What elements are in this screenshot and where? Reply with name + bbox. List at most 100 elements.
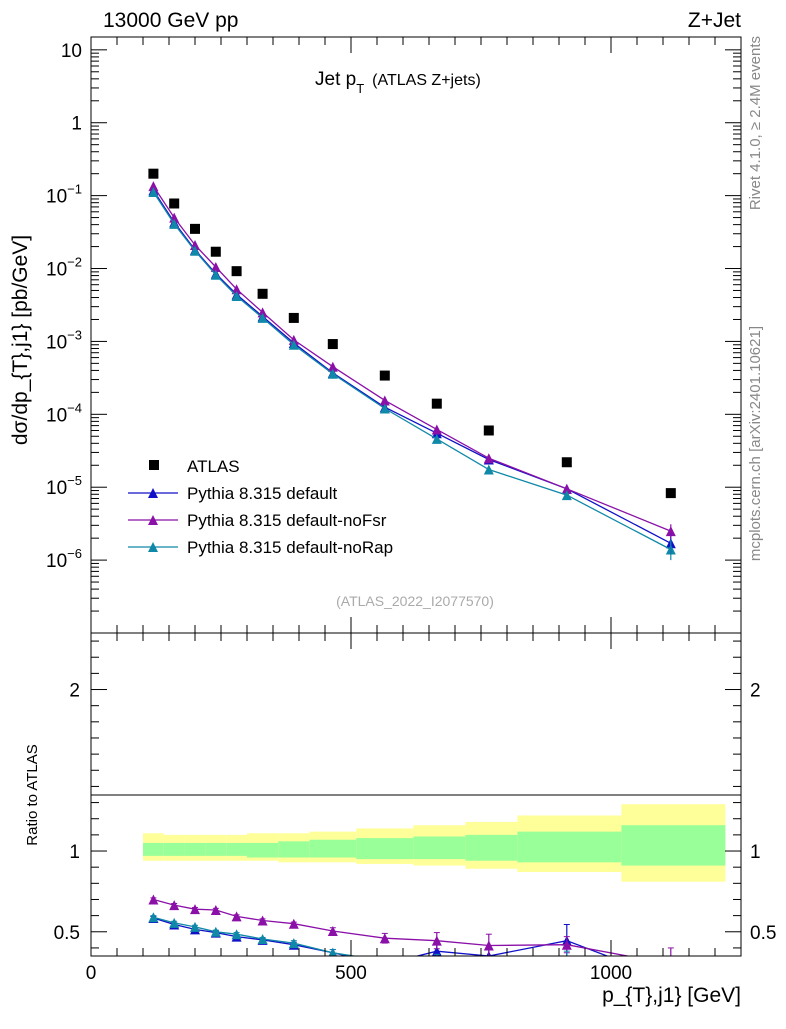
ratio-bands (143, 804, 726, 882)
mc-point-noRap (483, 464, 494, 475)
data-point-atlas (148, 168, 159, 179)
ratio-point-noFsr (169, 900, 180, 911)
ratio-band-inner (205, 842, 227, 856)
header-right: Z+Jet (688, 9, 741, 32)
ratio-point-noRap (484, 959, 494, 969)
mc-point-noFsr (231, 284, 242, 295)
ratio-y-tick-label: 1 (69, 842, 80, 863)
ratio-band-inner (226, 842, 247, 856)
main-y-tick-label: 10−5 (46, 473, 82, 499)
ratio-point-noFsr (210, 904, 221, 915)
main-y-tick-label: 10 (61, 41, 82, 62)
main-y-tick-exponent: −3 (67, 327, 82, 342)
ratio-y-tick-label-right: 2 (750, 681, 761, 702)
x-tick-label: 500 (335, 963, 367, 984)
chart-title-note: (ATLAS Z+jets) (372, 72, 481, 89)
ratio-point-noRap (148, 912, 159, 923)
main-y-tick-base: 10 (46, 478, 67, 499)
ratio-band-inner (413, 836, 466, 860)
data-point-atlas (169, 198, 180, 209)
ratio-line-noFsr (153, 898, 631, 956)
ratio-band-inner (465, 834, 518, 861)
legend-marker-norap (148, 542, 158, 552)
data-point-atlas (431, 398, 442, 409)
main-y-tick-exponent: −6 (67, 546, 82, 561)
analysis-label: (ATLAS_2022_I2077570) (336, 593, 494, 609)
ratio-point-noFsr (666, 959, 676, 969)
ratio-plot: 0.5 0.5 1 1 2 2 0 500 1000 (54, 632, 776, 984)
ratio-point-noRap (288, 938, 299, 949)
legend-label-norap: Pythia 8.315 default-noRap (187, 538, 393, 557)
main-y-tick-label: 1 (71, 114, 82, 135)
main-y-tick-exponent: −1 (67, 182, 82, 197)
ratio-frame (90, 632, 742, 957)
data-point-atlas (210, 246, 221, 257)
main-ylabel: dσ/dp_{T},j1} [pb/GeV] (9, 235, 32, 445)
side-label-bottom: mcplots.cern.ch [arXiv:2401.10621] (747, 326, 764, 561)
main-y-tick-label: 10−1 (46, 182, 82, 208)
ratio-y-tick-label-right: 0.5 (750, 923, 776, 944)
ratio-band-inner (621, 825, 726, 866)
ratio-point-noRap (328, 947, 337, 956)
ratio-point-noFsr (431, 935, 442, 946)
mc-point-noRap (169, 218, 180, 229)
legend-marker-nofsr (148, 515, 158, 525)
ratio-point-noRap (169, 917, 180, 928)
main-y-tick-label: 10−6 (46, 546, 82, 572)
ratio-y-tick-label: 0.5 (54, 923, 80, 944)
header-left: 13000 GeV pp (103, 9, 238, 32)
ratio-point-noRap (384, 955, 385, 956)
main-y-tick-base: 10 (46, 260, 67, 281)
ratio-band-inner (143, 842, 164, 856)
ratio-point-noRap (257, 934, 268, 945)
side-label-top: Rivet 4.1.0, ≥ 2.4M events (747, 36, 764, 210)
mc-point-noFsr (431, 424, 442, 435)
ratio-band-inner (247, 842, 279, 858)
mc-point-noRap (431, 433, 442, 444)
x-tick-label: 0 (86, 963, 97, 984)
x-tick-label: 1000 (590, 963, 632, 984)
mc-point-noRap (379, 403, 390, 414)
mc-point-noRap (327, 368, 338, 379)
ratio-point-noFsr (327, 925, 338, 936)
mc-point-noRap (231, 290, 242, 301)
data-point-atlas (665, 488, 676, 499)
mc-point-noFsr (483, 453, 494, 464)
main-y-tick-exponent: −2 (67, 255, 82, 270)
mc-point-noRap (148, 187, 159, 198)
mc-point-noRap (257, 312, 268, 323)
main-y-tick-base: 10 (46, 405, 67, 426)
data-point-atlas (483, 425, 494, 436)
ratio-band-inner (278, 841, 310, 858)
ratio-point-noRap (210, 926, 221, 937)
legend-label-nofsr: Pythia 8.315 default-noFsr (187, 511, 387, 530)
data-point-atlas (288, 312, 299, 323)
ratio-point-noFsr (148, 894, 159, 905)
ratio-band-inner (517, 831, 622, 863)
data-point-atlas (257, 288, 268, 299)
legend: ATLAS Pythia 8.315 default Pythia 8.315 … (128, 457, 393, 557)
ratio-y-tick-label: 2 (69, 681, 80, 702)
data-point-atlas (327, 339, 338, 350)
ratio-series (148, 894, 676, 969)
series-line-noFsr (152, 185, 672, 532)
ratio-point-noRap (190, 921, 200, 932)
mc-point-noRap (210, 269, 221, 280)
main-y-tick-base: 10 (46, 551, 67, 572)
ratio-point-noRap (231, 929, 242, 940)
ratio-point-noFsr (483, 940, 494, 951)
ratio-point-default (380, 959, 390, 969)
legend-label-default: Pythia 8.315 default (187, 484, 338, 503)
main-y-tick-base: 10 (46, 332, 67, 353)
chart-title-sub: T (356, 81, 364, 96)
ratio-band-inner (163, 842, 185, 856)
ratio-y-tick-label-right: 1 (750, 842, 761, 863)
legend-marker-default (148, 488, 158, 498)
data-point-atlas (561, 457, 572, 468)
ratio-point-noFsr (288, 918, 299, 929)
ratio-band-inner (309, 839, 357, 858)
